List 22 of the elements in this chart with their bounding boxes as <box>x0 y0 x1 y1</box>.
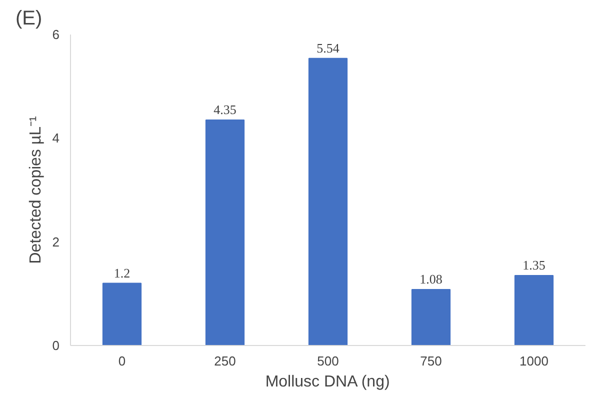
x-tick-label: 750 <box>420 354 442 368</box>
data-label: 4.35 <box>214 102 236 118</box>
bar <box>411 289 451 346</box>
x-tick-label: 500 <box>317 354 339 368</box>
data-label: 1.2 <box>114 265 130 280</box>
data-label: 5.54 <box>316 40 340 56</box>
bar <box>308 58 348 346</box>
bar <box>514 275 554 346</box>
bar <box>205 120 245 346</box>
y-tick-label: 4 <box>52 130 60 146</box>
x-tick-label: 1000 <box>520 354 548 368</box>
y-tick-label: 0 <box>52 338 60 353</box>
x-tick-label: 0 <box>118 354 126 368</box>
bar <box>102 282 142 346</box>
x-axis-title: Mollusc DNA (ng) <box>265 374 390 390</box>
data-label: 1.35 <box>522 258 546 273</box>
y-tick-label: 2 <box>52 234 60 250</box>
y-tick-label: 6 <box>52 27 60 42</box>
y-axis-title: Detected copies µL⁻¹ <box>27 116 44 264</box>
x-tick-label: 250 <box>214 354 236 368</box>
chart-title: (E) <box>16 8 42 30</box>
data-label: 1.08 <box>420 272 442 287</box>
